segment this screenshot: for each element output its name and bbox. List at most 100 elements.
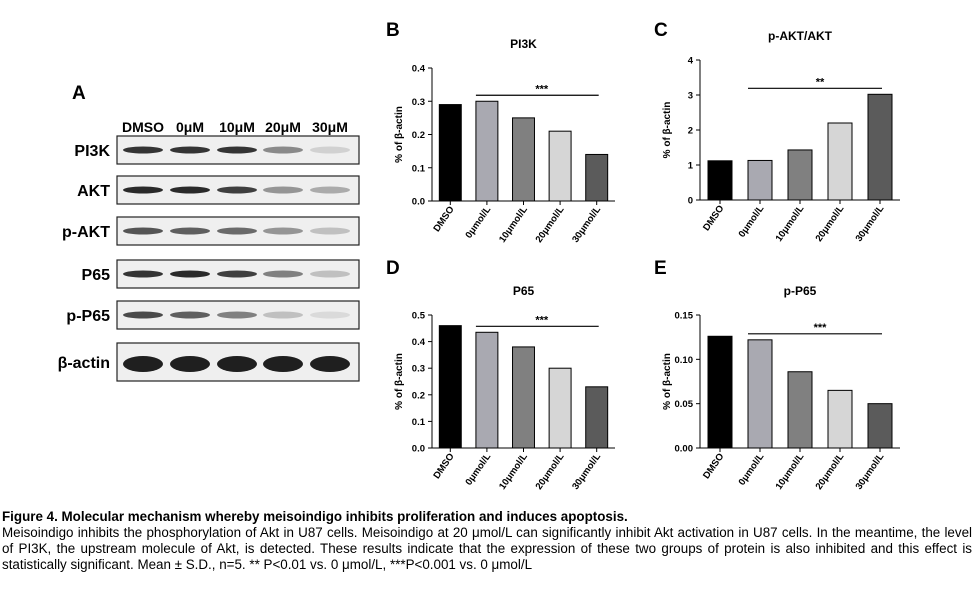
blot-band (123, 270, 163, 278)
blot-row-label: p-P65 (66, 308, 110, 325)
blot-band (263, 227, 303, 235)
blot-row-label: β-actin (58, 355, 110, 372)
blot-band (123, 146, 163, 154)
blot-band (263, 270, 303, 278)
caption-title: Figure 4. Molecular mechanism whereby me… (2, 509, 628, 524)
blot-band (123, 311, 163, 319)
blot-band (170, 146, 210, 154)
bar (827, 389, 853, 449)
y-axis-label: % of β-actin (662, 102, 673, 159)
y-tick-label: 0.4 (412, 64, 426, 75)
blot-band (123, 186, 163, 194)
y-axis-label: % of β-actin (662, 353, 673, 410)
x-tick-label: 20μmol/L (534, 204, 567, 245)
lane-label: 0μM (176, 119, 204, 135)
x-tick-label: 0μmol/L (463, 204, 493, 240)
bar (548, 367, 572, 449)
blot-band (170, 227, 210, 235)
blot-band (310, 311, 350, 319)
y-tick-label: 0.5 (412, 311, 426, 322)
blot-band (263, 186, 303, 194)
blot-row-label: P65 (82, 267, 111, 284)
chart-p-p65: Ep-P65 % of β-actin 0.00 0.05 0.10 0.15 DMSO 0μ… (654, 258, 900, 492)
y-tick-label: 0.4 (412, 337, 426, 348)
lane-label: 30μM (312, 119, 348, 135)
blot-band (310, 146, 350, 154)
panel-letter: C (654, 20, 668, 41)
x-tick-label: 20μmol/L (814, 203, 847, 244)
chart-p65: D P65 % of β-actin 0.0 0.1 0.2 0.3 0.4 0.5 DMSO 0μ… (386, 258, 615, 492)
x-tick-label: 0μmol/L (463, 451, 493, 487)
blot-band (170, 186, 210, 194)
x-tick-label: 10μmol/L (774, 203, 807, 244)
blot-band (170, 356, 210, 372)
panel-letter: B (386, 20, 400, 41)
bar (512, 117, 535, 202)
western-blot-panel: A DMSO 0μM 10μM 20μM 30μM PI3K AKT p-AKT P65 p-P65… (58, 83, 360, 382)
blot-band (310, 227, 350, 235)
y-tick-label: 0.1 (412, 163, 426, 174)
blot-band (310, 356, 350, 372)
y-axis-label: % of β-actin (394, 106, 405, 163)
y-tick-label: 3 (688, 91, 693, 102)
x-tick-label: 10μmol/L (497, 451, 530, 492)
bar (867, 93, 893, 201)
y-tick-label: 0.0 (412, 197, 425, 208)
blot-band (217, 311, 257, 319)
panel-letter: D (386, 258, 400, 279)
chart-title: p-P65 (784, 284, 817, 298)
chart-pi3k: B PI3K % of β-actin 0.0 0.1 0.2 0.3 0.4 DMSO 0μmo… (386, 20, 615, 245)
chart-title: PI3K (510, 37, 537, 51)
blot-band (123, 227, 163, 235)
significance-label: *** (535, 83, 549, 95)
blot-band (310, 186, 350, 194)
bar (867, 403, 893, 449)
bar (827, 122, 853, 201)
panel-letter: E (654, 258, 667, 279)
bar (512, 346, 535, 449)
bar (438, 104, 462, 202)
blot-band (263, 146, 303, 154)
y-tick-label: 2 (688, 126, 693, 137)
y-axis-label: % of β-actin (394, 353, 405, 410)
bar (585, 153, 609, 202)
blot-row-label: p-AKT (62, 224, 110, 241)
x-tick-label: 30μmol/L (570, 451, 603, 492)
y-tick-label: 0.00 (675, 444, 694, 455)
x-tick-label: 20μmol/L (814, 451, 847, 492)
blot-band (217, 270, 257, 278)
y-tick-label: 0.2 (412, 130, 425, 141)
caption-body: Meisoindigo inhibits the phosphorylation… (2, 525, 972, 572)
y-tick-label: 0.3 (412, 97, 425, 108)
y-tick-label: 0.2 (412, 390, 425, 401)
y-tick-label: 0.3 (412, 364, 425, 375)
blot-band (217, 186, 257, 194)
y-tick-label: 0.1 (412, 417, 426, 428)
y-tick-label: 1 (688, 161, 694, 172)
bar (438, 325, 462, 449)
blot-band (263, 311, 303, 319)
panel-letter-a: A (72, 83, 86, 104)
bar (548, 130, 572, 202)
x-tick-label: 30μmol/L (570, 204, 603, 245)
y-tick-label: 0.05 (675, 399, 694, 410)
bar (707, 335, 733, 449)
blot-band (123, 356, 163, 372)
y-tick-label: 0.15 (675, 311, 694, 322)
y-tick-label: 4 (688, 56, 694, 67)
x-tick-label: 30μmol/L (854, 203, 887, 244)
blot-band (217, 356, 257, 372)
blot-band (170, 311, 210, 319)
x-tick-label: 0μmol/L (737, 451, 767, 487)
y-tick-label: 0.10 (675, 355, 694, 366)
lane-label: 10μM (219, 119, 255, 135)
bar (787, 149, 813, 201)
blot-band (217, 146, 257, 154)
bar (747, 159, 773, 201)
bar (707, 160, 733, 201)
blot-band (310, 270, 350, 278)
blot-band (217, 227, 257, 235)
blot-row-label: PI3K (74, 143, 110, 160)
